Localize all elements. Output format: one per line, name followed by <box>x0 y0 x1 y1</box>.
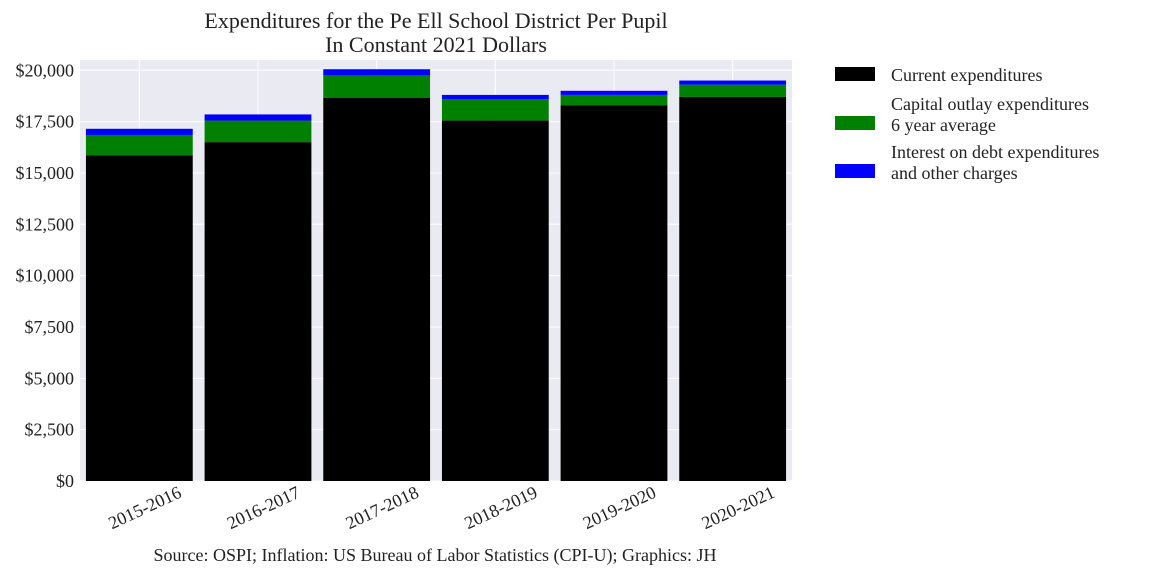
bar-segment <box>323 69 431 76</box>
bar-segment <box>85 134 193 156</box>
x-tick-label: 2015-2016 <box>105 482 184 533</box>
chart-title-line: In Constant 2021 Dollars <box>325 32 547 57</box>
x-tick-label: 2018-2019 <box>461 482 540 533</box>
y-axis-ticks: $0 $2,500 $5,000 $7,500 $10,000 $12,500 $15,00… <box>16 60 75 491</box>
bar-segment <box>323 75 431 98</box>
legend-swatch <box>835 67 875 81</box>
legend: Current expenditures Capital outlay expen… <box>835 65 1099 183</box>
y-tick-label: $7,500 <box>25 317 75 337</box>
legend-label: 6 year average <box>891 115 996 135</box>
y-tick-label: $0 <box>56 471 74 491</box>
bar-segment <box>679 96 787 481</box>
bar-segment <box>85 128 193 135</box>
y-tick-label: $2,500 <box>25 420 75 440</box>
x-tick-label: 2019-2020 <box>580 482 659 533</box>
y-tick-label: $17,500 <box>16 112 75 132</box>
legend-label: and other charges <box>891 163 1018 183</box>
plot-area <box>80 60 792 481</box>
legend-swatch <box>835 116 875 130</box>
bar-segment <box>679 84 787 97</box>
bars <box>85 69 787 482</box>
bar-segment <box>85 155 193 481</box>
bar-segment <box>560 105 668 482</box>
x-tick-label: 2017-2018 <box>343 482 422 533</box>
bar-segment <box>204 142 312 481</box>
bar-segment <box>204 120 312 143</box>
bar-segment <box>441 120 549 482</box>
x-tick-label: 2020-2021 <box>699 482 778 533</box>
legend-label: Capital outlay expenditures <box>891 94 1089 114</box>
y-tick-label: $10,000 <box>16 266 75 286</box>
x-tick-label: 2016-2017 <box>224 482 303 533</box>
legend-label: Interest on debt expenditures <box>891 142 1099 162</box>
chart-title-line: Expenditures for the Pe Ell School Distr… <box>204 8 667 33</box>
legend-label: Current expenditures <box>891 65 1042 85</box>
bar-segment <box>679 80 787 85</box>
source-note: Source: OSPI; Inflation: US Bureau of La… <box>154 545 717 566</box>
y-tick-label: $5,000 <box>25 368 75 388</box>
bar-segment <box>441 94 549 100</box>
legend-swatch <box>835 164 875 178</box>
bar-segment <box>441 99 549 121</box>
y-tick-label: $12,500 <box>16 214 75 234</box>
bar-segment <box>560 94 668 106</box>
y-tick-label: $15,000 <box>16 163 75 183</box>
bar-segment <box>323 97 431 482</box>
bar-segment <box>560 90 668 95</box>
x-axis-ticks: 2015-2016 2016-2017 2017-2018 2018-2019 2019… <box>105 482 777 533</box>
y-tick-label: $20,000 <box>16 60 75 80</box>
chart-title: Expenditures for the Pe Ell School Distr… <box>204 8 667 57</box>
bar-segment <box>204 114 312 121</box>
